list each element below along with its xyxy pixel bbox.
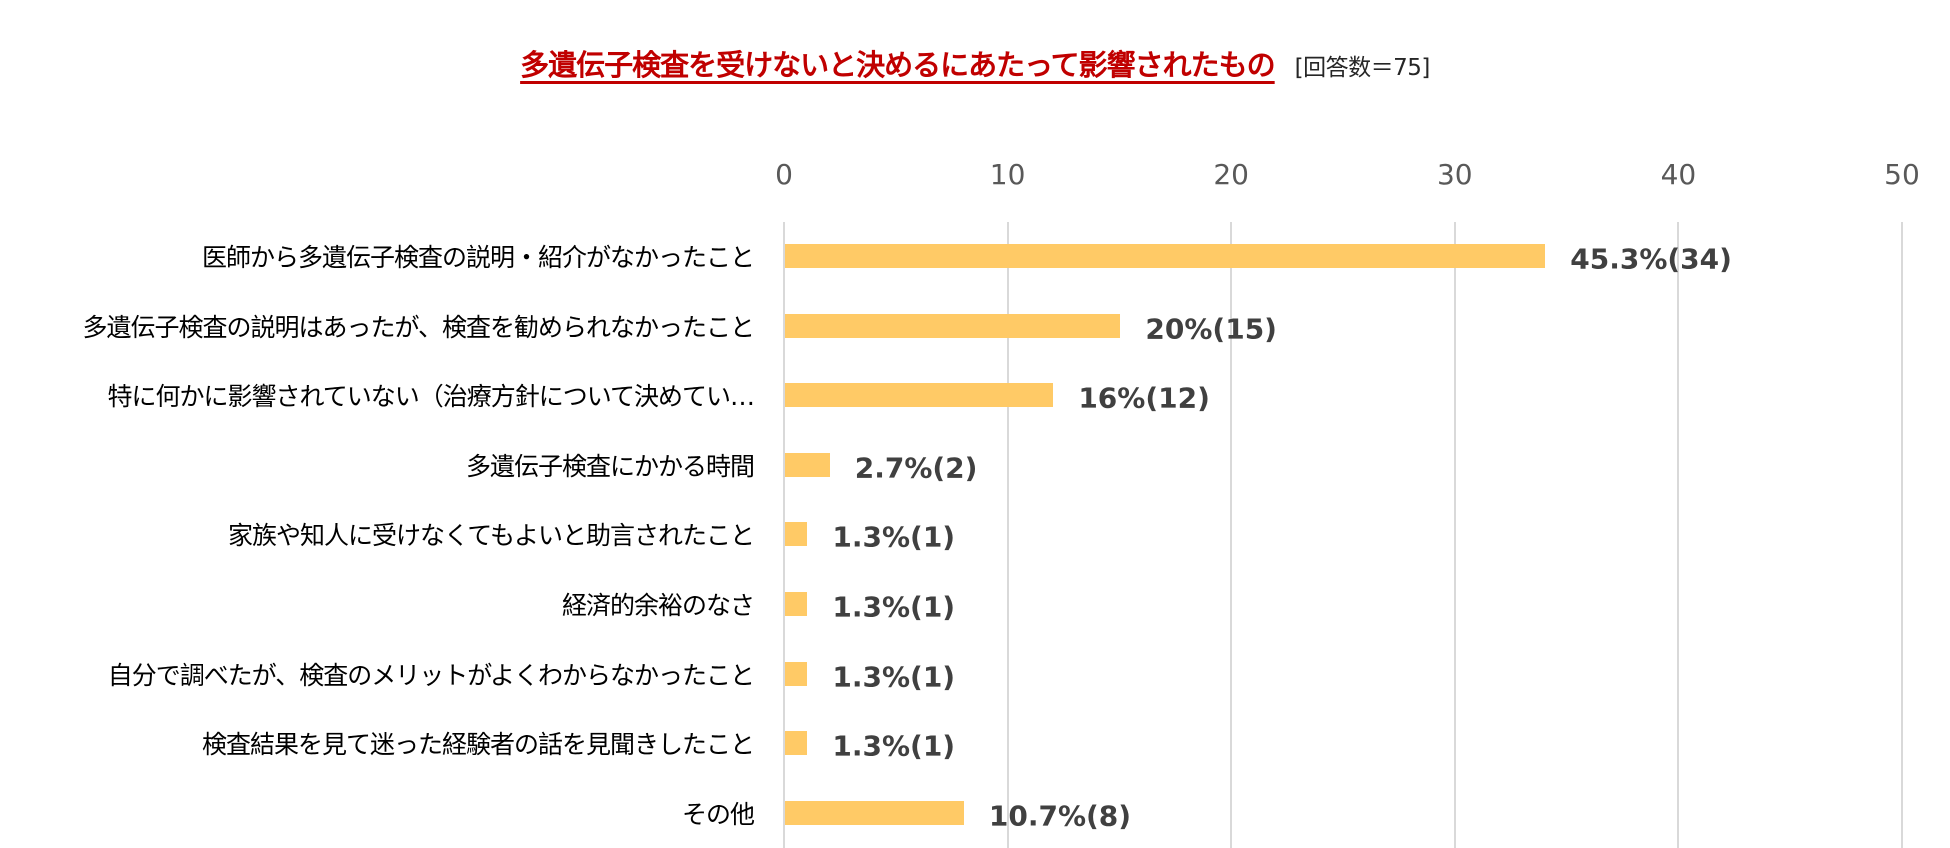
category-label: 特に何かに影響されていない（治療方針について決めてい… xyxy=(107,382,755,412)
bar xyxy=(785,800,964,825)
x-tick-label: 30 xyxy=(1436,158,1473,191)
gridline xyxy=(1677,222,1680,848)
data-label: 20%(15) xyxy=(1145,312,1277,346)
data-label: 45.3%(34) xyxy=(1570,242,1732,276)
gridline xyxy=(1453,222,1456,848)
chart-subtitle: [回答数＝75] xyxy=(1294,55,1431,81)
data-label: 2.7%(2) xyxy=(854,451,978,485)
chart-title: 多遺伝子検査を受けないと決めるにあたって影響されたもの xyxy=(520,48,1276,82)
x-tick-label: 10 xyxy=(989,158,1026,191)
gridline xyxy=(1006,222,1009,848)
gridline xyxy=(783,222,785,848)
bar xyxy=(785,731,808,756)
x-tick-label: 20 xyxy=(1213,158,1250,191)
bar xyxy=(785,661,808,686)
bar xyxy=(785,244,1546,268)
bar xyxy=(785,522,808,547)
bar xyxy=(785,452,830,477)
category-label: 経済的余裕のなさ xyxy=(561,591,755,620)
data-label: 16%(12) xyxy=(1078,381,1210,415)
category-label: 家族や知人に受けなくてもよいと助言されたこと xyxy=(227,521,755,551)
category-label: 医師から多遺伝子検査の説明・紹介がなかったこと xyxy=(201,243,755,272)
data-label: 1.3%(1) xyxy=(832,729,956,763)
category-label: 多遺伝子検査にかかる時間 xyxy=(465,451,755,481)
data-label: 1.3%(1) xyxy=(832,590,956,624)
data-label: 1.3%(1) xyxy=(832,520,956,554)
x-tick-label: 40 xyxy=(1660,158,1697,191)
gridline xyxy=(1901,222,1903,848)
x-tick-label: 0 xyxy=(775,158,793,191)
chart-header: 多遺伝子検査を受けないと決めるにあたって影響されたもの [回答数＝75] xyxy=(0,42,1950,84)
data-label: 10.7%(8) xyxy=(988,799,1132,833)
x-tick-label: 50 xyxy=(1884,158,1920,191)
bar xyxy=(785,383,1054,408)
category-label: 自分で調べたが、検査のメリットがよくわからなかったこと xyxy=(107,660,755,690)
category-label: 検査結果を見て迷った経験者の話を見聞きしたこと xyxy=(201,730,755,760)
bar xyxy=(785,313,1121,338)
category-label: その他 xyxy=(681,799,755,829)
gridline xyxy=(1230,222,1233,848)
data-label: 1.3%(1) xyxy=(832,660,956,694)
bar xyxy=(785,592,808,616)
category-label: 多遺伝子検査の説明はあったが、検査を勧められなかったこと xyxy=(82,312,755,342)
